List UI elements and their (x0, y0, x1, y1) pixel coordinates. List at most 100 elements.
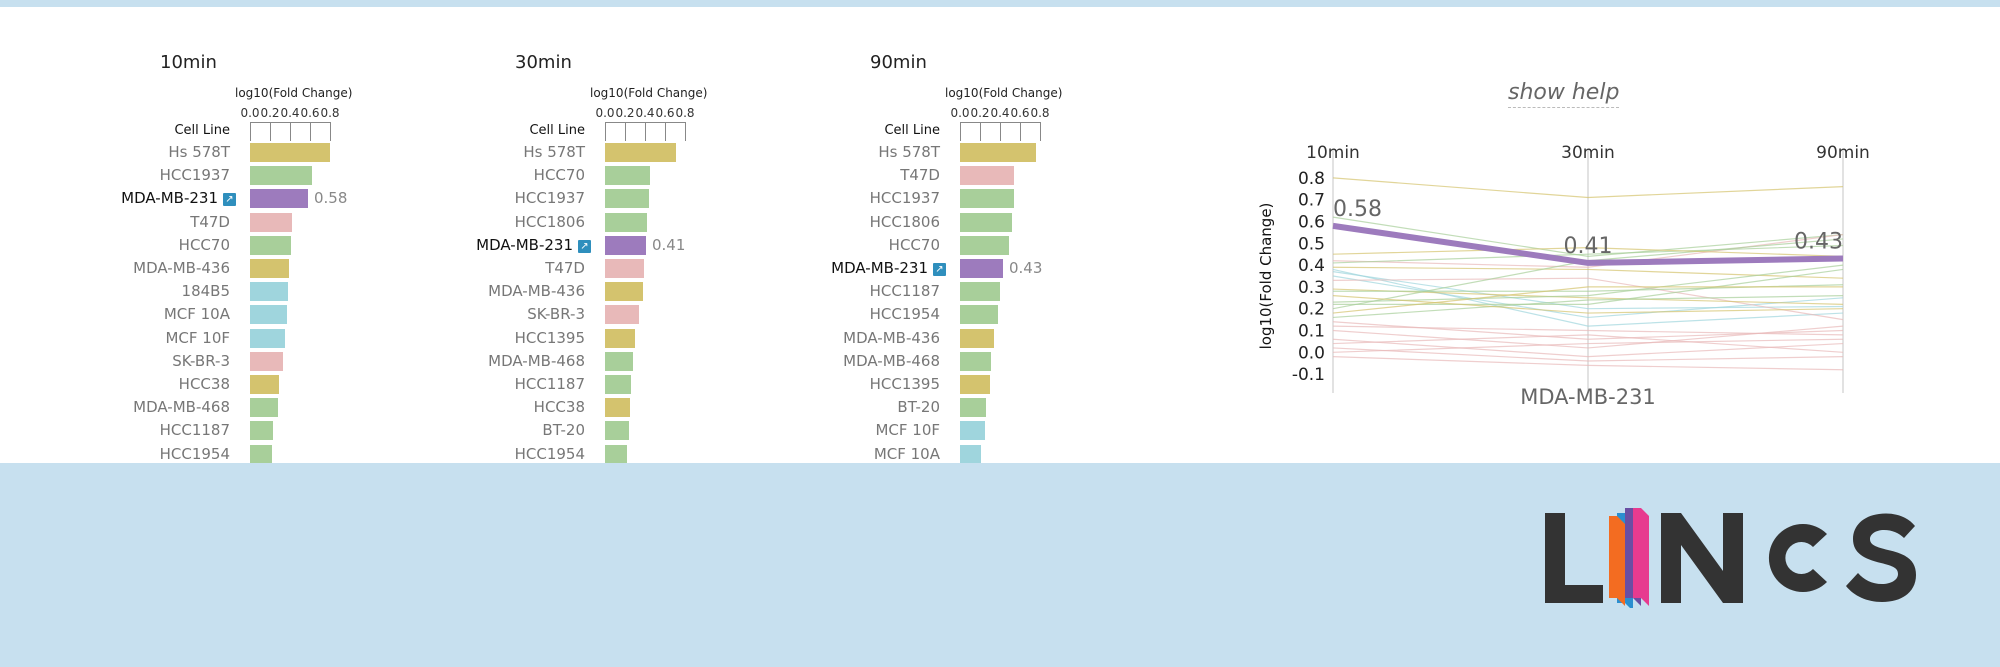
cell-line-name: HCC38 (178, 375, 230, 393)
bar[interactable] (605, 282, 643, 302)
x-tick-label: 0.4 (635, 106, 655, 120)
x-tick-label: 0.8 (320, 106, 340, 120)
x-axis-label: log10(Fold Change) (590, 86, 708, 100)
cell-line-label: HCC1187 (80, 421, 230, 439)
x-tick-mark (960, 122, 961, 141)
x-tick-label: 0.2 (615, 106, 635, 120)
y-tick-label: 0.0 (1298, 343, 1325, 363)
bar[interactable] (605, 421, 629, 441)
bar[interactable] (605, 212, 647, 232)
cell-line-label[interactable]: MDA-MB-231 ↗ (80, 189, 236, 207)
cell-line-name: HCC1954 (869, 305, 940, 324)
bar[interactable] (960, 189, 1014, 209)
bar[interactable] (960, 398, 986, 418)
cell-line-label: HCC70 (790, 236, 940, 254)
external-link-icon[interactable]: ↗ (933, 263, 946, 276)
x-tick-label: 0.4 (280, 106, 300, 120)
series-line (1332, 233, 1844, 268)
y-tick-label: 0.7 (1298, 191, 1325, 211)
cell-line-label: T47D (435, 259, 585, 277)
series-line (1332, 244, 1844, 264)
logo-letter-n (1661, 513, 1743, 603)
bar[interactable] (250, 282, 288, 302)
cell-line-name: SK-BR-3 (172, 351, 230, 370)
bar[interactable] (960, 166, 1014, 186)
bar[interactable] (250, 212, 292, 232)
y-tick-label: 0.1 (1298, 322, 1325, 342)
bar[interactable] (250, 421, 273, 441)
cell-line-name: HCC38 (533, 398, 585, 417)
bar-value-label: 0.41 (652, 235, 686, 254)
bar[interactable] (960, 282, 1000, 302)
series-line (1332, 177, 1844, 199)
x-tick-mark (330, 122, 331, 141)
series-line (1332, 347, 1844, 362)
top-strip (0, 0, 2000, 7)
cell-line-name: MDA-MB-468 (133, 398, 230, 417)
cell-line-label[interactable]: MDA-MB-231 ↗ (790, 259, 946, 277)
cell-line-name: HCC1806 (869, 212, 940, 231)
x-tick-label: 0.8 (1030, 106, 1050, 120)
bar[interactable] (605, 259, 644, 278)
cell-line-label: MDA-MB-436 (790, 329, 940, 347)
bar[interactable] (960, 143, 1036, 162)
bar[interactable] (250, 444, 272, 463)
x-tick-mark (625, 122, 626, 141)
show-help-link[interactable]: show help (1508, 80, 1620, 108)
cell-line-label[interactable]: MDA-MB-231 ↗ (435, 236, 591, 254)
cell-line-name: Hs 578T (878, 143, 940, 161)
cell-line-name: MDA-MB-436 (843, 328, 940, 347)
bar[interactable] (605, 166, 650, 186)
bar[interactable] (960, 328, 994, 348)
cell-line-label: SK-BR-3 (80, 352, 230, 370)
logo-bar-pink (1633, 508, 1649, 606)
bar[interactable] (960, 421, 985, 441)
cell-line-name: T47D (900, 166, 940, 185)
bar[interactable] (250, 398, 278, 418)
external-link-icon[interactable]: ↗ (223, 193, 236, 207)
bar[interactable] (960, 305, 998, 325)
x-tick-mark (685, 122, 686, 141)
bar[interactable] (605, 143, 676, 162)
external-link-icon[interactable]: ↗ (578, 239, 591, 253)
bar[interactable] (250, 305, 287, 325)
bar[interactable] (250, 259, 289, 278)
cell-line-name: 184B5 (181, 282, 230, 301)
series-line (1332, 277, 1844, 321)
bar[interactable] (250, 235, 291, 255)
series-line (1332, 325, 1844, 349)
cell-line-name: T47D (190, 212, 230, 231)
x-tick-mark (980, 122, 981, 141)
bar[interactable] (960, 212, 1012, 232)
bar[interactable] (960, 351, 991, 371)
series-line (1332, 334, 1844, 353)
bar[interactable] (605, 375, 631, 394)
series-line (1332, 247, 1844, 257)
bar[interactable] (605, 351, 633, 371)
bar[interactable] (250, 375, 279, 394)
bar[interactable] (605, 305, 639, 325)
bar[interactable] (605, 444, 627, 463)
cell-line-name: HCC70 (178, 235, 230, 254)
cell-line-name: MDA-MB-231 (831, 259, 928, 277)
cell-line-label: T47D (80, 213, 230, 231)
cell-line-name: HCC70 (888, 235, 940, 254)
bar[interactable] (605, 189, 649, 209)
bar[interactable] (605, 328, 635, 348)
bar[interactable] (960, 259, 1003, 278)
bar[interactable] (250, 328, 285, 348)
bar[interactable] (605, 398, 630, 418)
bar[interactable] (250, 166, 312, 186)
bar[interactable] (250, 143, 330, 162)
bar[interactable] (960, 375, 990, 394)
bar-panel-2: 30min log10(Fold Change) 0.0 0.2 0.4 0.6 0.8 Ce… (435, 0, 765, 463)
cell-line-name: HCC1187 (159, 421, 230, 440)
bar[interactable] (605, 235, 646, 255)
bar[interactable] (250, 189, 308, 209)
bar[interactable] (250, 351, 283, 371)
cell-line-name: HCC1954 (514, 444, 585, 463)
bar[interactable] (960, 235, 1009, 255)
cell-line-name: MDA-MB-436 (488, 282, 585, 301)
bar[interactable] (960, 444, 981, 463)
series-line (1332, 271, 1844, 310)
